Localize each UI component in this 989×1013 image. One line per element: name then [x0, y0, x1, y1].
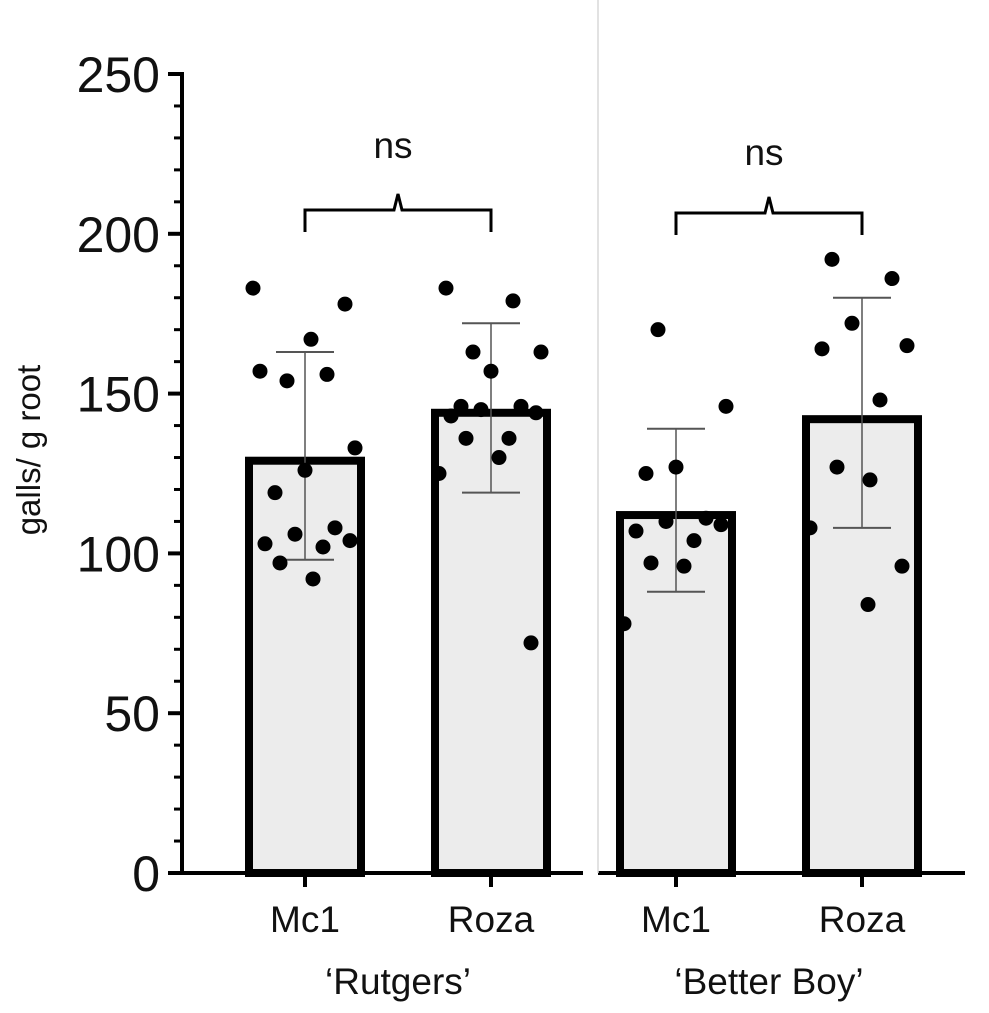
- data-point: [438, 280, 454, 296]
- data-point: [844, 315, 860, 331]
- data-point: [505, 293, 521, 309]
- data-point: [319, 366, 335, 382]
- data-point: [802, 520, 818, 536]
- data-point: [347, 440, 363, 456]
- data-point: [315, 539, 331, 555]
- significance-label: ns: [373, 125, 412, 166]
- x-category-label: Roza: [819, 899, 906, 940]
- data-point: [252, 363, 268, 379]
- data-point: [443, 408, 459, 424]
- data-point: [272, 555, 288, 571]
- data-point: [829, 459, 845, 475]
- data-point: [523, 635, 539, 651]
- data-point: [453, 398, 469, 414]
- data-point: [643, 555, 659, 571]
- data-point: [528, 405, 544, 421]
- data-point: [483, 363, 499, 379]
- x-category-label: Mc1: [641, 899, 711, 940]
- data-point: [698, 510, 714, 526]
- data-point: [650, 322, 666, 338]
- y-tick-label: 200: [77, 207, 160, 263]
- data-point: [860, 597, 876, 613]
- data-point: [884, 271, 900, 287]
- data-point: [676, 558, 692, 574]
- significance-bracket: [303, 193, 493, 232]
- data-point: [267, 485, 283, 501]
- data-point: [899, 338, 915, 354]
- data-point: [638, 466, 654, 481]
- data-point: [616, 616, 632, 632]
- data-point: [458, 430, 474, 446]
- error-bars: [276, 296, 891, 593]
- data-points: [245, 251, 915, 651]
- group-label: ‘Rutgers’: [325, 961, 471, 1002]
- data-point: [337, 296, 353, 312]
- data-point: [668, 459, 684, 475]
- data-point: [327, 520, 343, 536]
- data-point: [894, 558, 910, 574]
- annotations: Mc1 Roza ‘Rutgers’ ns Mc1 Roza ‘Better Boy’ ns: [270, 125, 906, 1002]
- data-point: [342, 533, 358, 549]
- data-point: [305, 571, 321, 587]
- data-point: [686, 533, 702, 549]
- bar: [245, 456, 365, 877]
- data-point: [245, 280, 261, 296]
- bars: [245, 408, 922, 877]
- data-point: [814, 341, 830, 357]
- data-point: [513, 398, 529, 414]
- y-tick-label: 0: [132, 846, 160, 902]
- data-point: [533, 344, 549, 360]
- data-point: [257, 536, 273, 552]
- group-label: ‘Better Boy’: [674, 961, 863, 1002]
- data-point: [491, 450, 507, 466]
- data-point: [824, 251, 840, 267]
- data-point: [297, 462, 313, 478]
- significance-bracket: [674, 196, 864, 235]
- data-point: [279, 373, 295, 389]
- y-tick-label: 50: [104, 686, 160, 742]
- data-point: [713, 517, 729, 533]
- data-point: [658, 513, 674, 529]
- data-point: [628, 523, 644, 539]
- y-tick-label: 150: [77, 367, 160, 423]
- y-tick-label: 100: [77, 526, 160, 582]
- data-point: [303, 331, 319, 347]
- x-category-label: Mc1: [270, 899, 340, 940]
- significance-label: ns: [744, 132, 783, 173]
- data-point: [862, 472, 878, 488]
- data-point: [501, 430, 517, 446]
- data-point: [473, 402, 489, 418]
- y-tick-label: 250: [77, 47, 160, 103]
- y-axis-label: galls/ g root: [10, 365, 47, 536]
- data-point: [287, 526, 303, 542]
- data-point: [718, 398, 734, 414]
- x-category-label: Roza: [448, 899, 535, 940]
- data-point: [872, 392, 888, 408]
- data-point: [431, 466, 447, 481]
- data-point: [465, 344, 481, 360]
